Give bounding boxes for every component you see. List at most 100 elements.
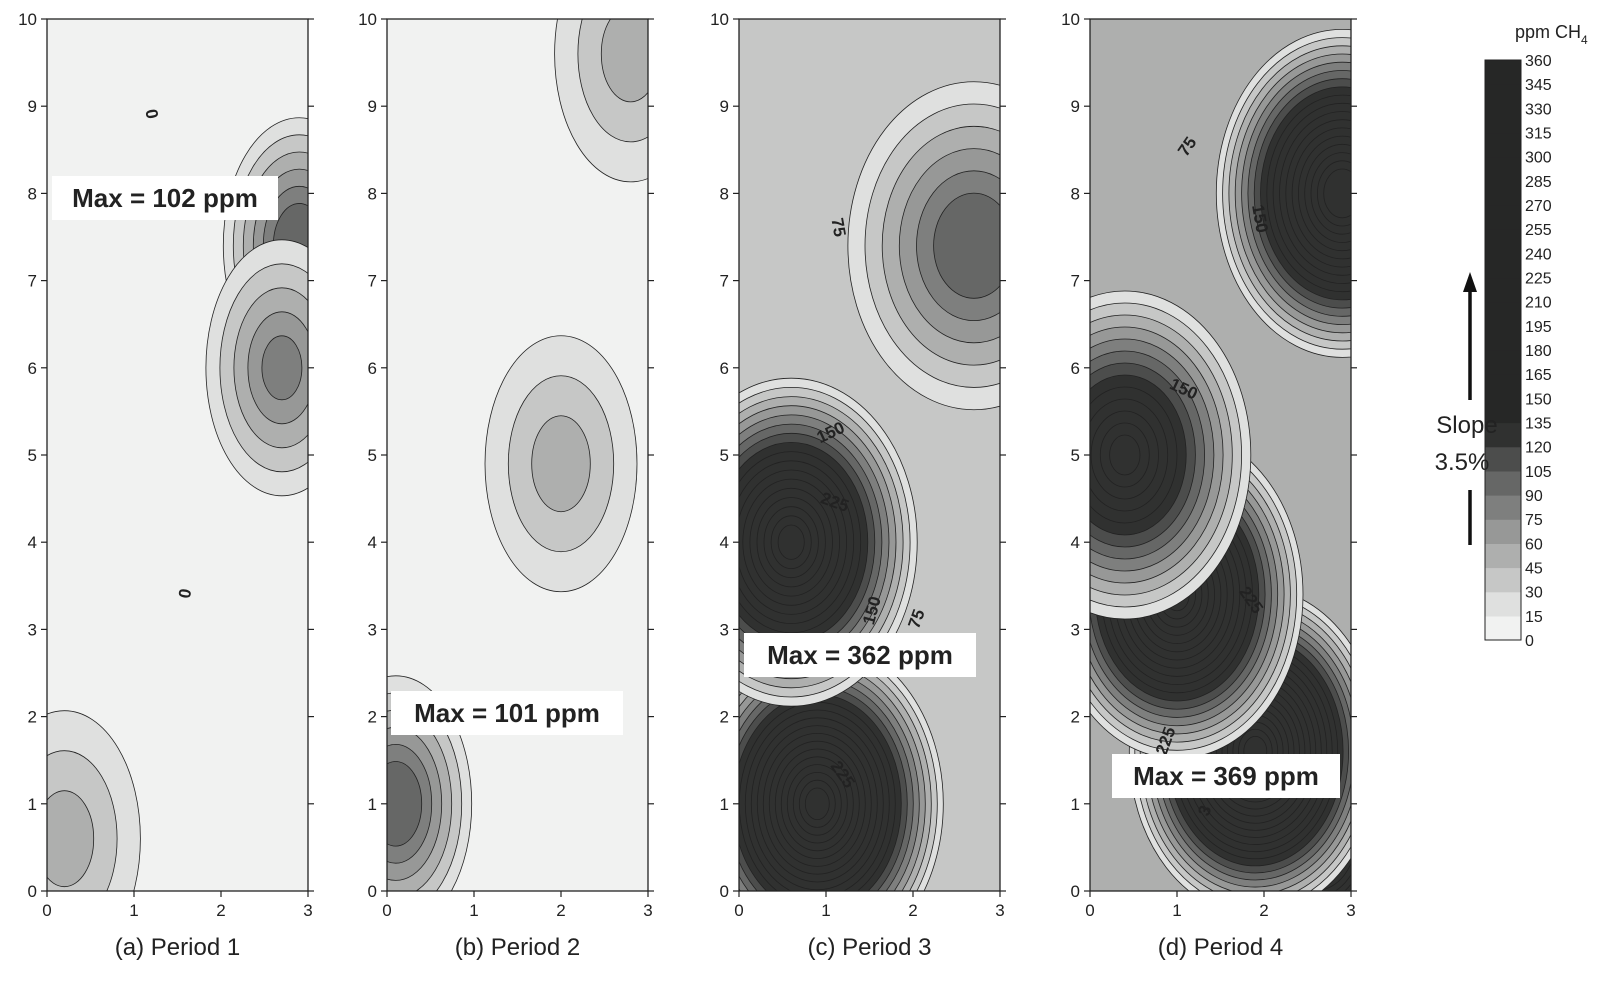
slope-value: 3.5% xyxy=(1435,449,1490,476)
panel-1-contour-label-2: 0 xyxy=(175,587,195,600)
panel-2-ytick-label-6: 6 xyxy=(368,359,377,378)
panel-3-xtick-label-3: 3 xyxy=(995,901,1004,920)
colorbar-label-225: 225 xyxy=(1525,271,1552,288)
colorbar-label-120: 120 xyxy=(1525,440,1552,457)
colorbar-band-45 xyxy=(1485,543,1521,569)
colorbar-band-0 xyxy=(1485,615,1521,641)
panel-1-xtick-label-3: 3 xyxy=(303,901,312,920)
panel-2-ytick-label-9: 9 xyxy=(368,97,377,116)
panel-4-ytick-label-0: 0 xyxy=(1071,882,1080,901)
panel-2-ytick-label-8: 8 xyxy=(368,184,377,203)
panel-2-title: (b) Period 2 xyxy=(455,934,580,961)
colorbar-label-300: 300 xyxy=(1525,150,1552,167)
colorbar-label-330: 330 xyxy=(1525,101,1552,118)
colorbar-label-75: 75 xyxy=(1525,512,1543,529)
panel-3-ytick-label-9: 9 xyxy=(720,97,729,116)
colorbar-label-0: 0 xyxy=(1525,633,1534,650)
panel-2-ytick-label-0: 0 xyxy=(368,882,377,901)
panel-4-ytick-label-5: 5 xyxy=(1071,446,1080,465)
panel-1-ytick-label-2: 2 xyxy=(28,708,37,727)
panel-4-max-box xyxy=(1112,754,1340,798)
panel-3-xtick-label-1: 1 xyxy=(821,901,830,920)
colorbar-label-150: 150 xyxy=(1525,391,1552,408)
panel-1-ytick-label-6: 6 xyxy=(28,359,37,378)
colorbar-tick-labels: 0 15 30 45 60 75 90 105 120 135 150 165 180 195 210 225… xyxy=(1525,53,1552,650)
colorbar-band-315 xyxy=(1485,108,1521,134)
colorbar-label-360: 360 xyxy=(1525,53,1552,70)
panel-3-title: (c) Period 3 xyxy=(807,934,931,961)
panel-2-max-label: Max = 101 ppm xyxy=(414,698,600,728)
panel-2-contours xyxy=(387,19,648,891)
panel-2-ytick-label-2: 2 xyxy=(368,708,377,727)
panel-3-ytick-label-6: 6 xyxy=(720,359,729,378)
panel-1-ytick-label-9: 9 xyxy=(28,97,37,116)
colorbar-label-345: 345 xyxy=(1525,77,1552,94)
contour-p1-h3-l45 xyxy=(47,790,95,888)
colorbar-label-135: 135 xyxy=(1525,416,1552,433)
colorbar-label-315: 315 xyxy=(1525,126,1552,143)
colorbar-label-285: 285 xyxy=(1525,174,1552,191)
panel-3-ytick-label-4: 4 xyxy=(720,533,729,552)
panel-4-contour-label-2: 150 xyxy=(1248,203,1272,234)
panel-4-ytick-label-3: 3 xyxy=(1071,620,1080,639)
panel-1-xtick-label-2: 2 xyxy=(216,901,225,920)
panel-3-ytick-label-0: 0 xyxy=(720,882,729,901)
panel-1-ytick-label-1: 1 xyxy=(28,795,37,814)
colorbar-band-195 xyxy=(1485,301,1521,327)
panel-2-ytick-label-10: 10 xyxy=(358,10,377,29)
panel-3-ytick-label-1: 1 xyxy=(720,795,729,814)
contour-p3-h3-l255 xyxy=(777,524,805,560)
colorbar-band-240 xyxy=(1485,229,1521,254)
panel-2-xtick-label-3: 3 xyxy=(643,901,652,920)
panel-4-xtick-label-1: 1 xyxy=(1172,901,1181,920)
colorbar-band-270 xyxy=(1485,180,1521,206)
panel-4-xtick-label-3: 3 xyxy=(1346,901,1355,920)
colorbar-label-180: 180 xyxy=(1525,343,1552,360)
panel-3-max-box xyxy=(744,633,976,677)
colorbar-band-330 xyxy=(1485,84,1521,109)
colorbar-label-240: 240 xyxy=(1525,246,1552,263)
panel-4-contours xyxy=(1090,29,1351,891)
panel-2: 0 1 2 3 4 5 6 7 8 9 10 0 1 2 3 Max = 101 ppm (b) Period … xyxy=(358,10,654,961)
colorbar-bands xyxy=(1484,59,1522,641)
panel-3-xtick-label-0: 0 xyxy=(734,901,743,920)
colorbar-band-210 xyxy=(1485,277,1521,303)
panel-4-xtick-label-2: 2 xyxy=(1259,901,1268,920)
panel-4-xtick-label-0: 0 xyxy=(1085,901,1094,920)
colorbar-band-300 xyxy=(1485,132,1521,158)
colorbar-band-345 xyxy=(1485,60,1521,85)
panel-1-contour-label-1: 0 xyxy=(141,108,161,121)
colorbar-label-270: 270 xyxy=(1525,198,1552,215)
colorbar-band-60 xyxy=(1485,519,1521,544)
panel-2-max-box xyxy=(391,691,623,735)
panel-3-ytick-label-7: 7 xyxy=(720,272,729,291)
colorbar-band-90 xyxy=(1485,470,1521,496)
colorbar-label-195: 195 xyxy=(1525,319,1552,336)
colorbar-label-45: 45 xyxy=(1525,561,1543,578)
panel-2-ytick-label-5: 5 xyxy=(368,446,377,465)
panel-2-xtick-label-1: 1 xyxy=(469,901,478,920)
colorbar-band-135 xyxy=(1485,398,1521,424)
colorbar-label-105: 105 xyxy=(1525,464,1552,481)
panel-4-ytick-label-2: 2 xyxy=(1071,708,1080,727)
panel-4-max-label: Max = 369 ppm xyxy=(1133,761,1319,791)
panel-1-ytick-label-5: 5 xyxy=(28,446,37,465)
panel-4-ytick-label-8: 8 xyxy=(1071,184,1080,203)
colorbar-band-255 xyxy=(1485,205,1521,230)
contour-p2-h1-l90 xyxy=(387,761,423,847)
panel-3-ytick-label-5: 5 xyxy=(720,446,729,465)
colorbar-band-285 xyxy=(1485,156,1521,182)
colorbar-band-105 xyxy=(1485,446,1521,472)
colorbar-label-165: 165 xyxy=(1525,367,1552,384)
panel-2-ytick-label-7: 7 xyxy=(368,272,377,291)
colorbar-frame xyxy=(1484,59,1522,641)
colorbar-title: ppm CH4 xyxy=(1515,22,1588,47)
panel-1-contours xyxy=(47,117,308,891)
colorbar-label-30: 30 xyxy=(1525,585,1543,602)
colorbar-band-120 xyxy=(1485,422,1521,448)
colorbar-band-15 xyxy=(1485,591,1521,617)
contour-p2-h3-l45 xyxy=(600,19,648,103)
